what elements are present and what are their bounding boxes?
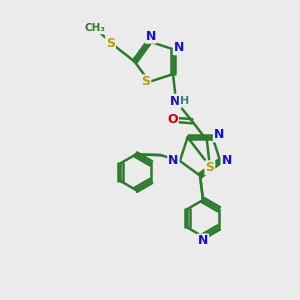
Text: H: H [180, 96, 189, 106]
Text: N: N [146, 30, 156, 43]
Text: O: O [167, 113, 178, 126]
Text: S: S [205, 161, 214, 174]
Text: N: N [214, 128, 224, 141]
Text: N: N [170, 95, 181, 108]
Text: S: S [106, 37, 115, 50]
Text: N: N [168, 154, 178, 167]
Text: N: N [174, 41, 184, 54]
Text: N: N [198, 235, 208, 248]
Text: N: N [221, 154, 232, 167]
Text: S: S [141, 75, 150, 88]
Text: CH₃: CH₃ [84, 23, 105, 33]
